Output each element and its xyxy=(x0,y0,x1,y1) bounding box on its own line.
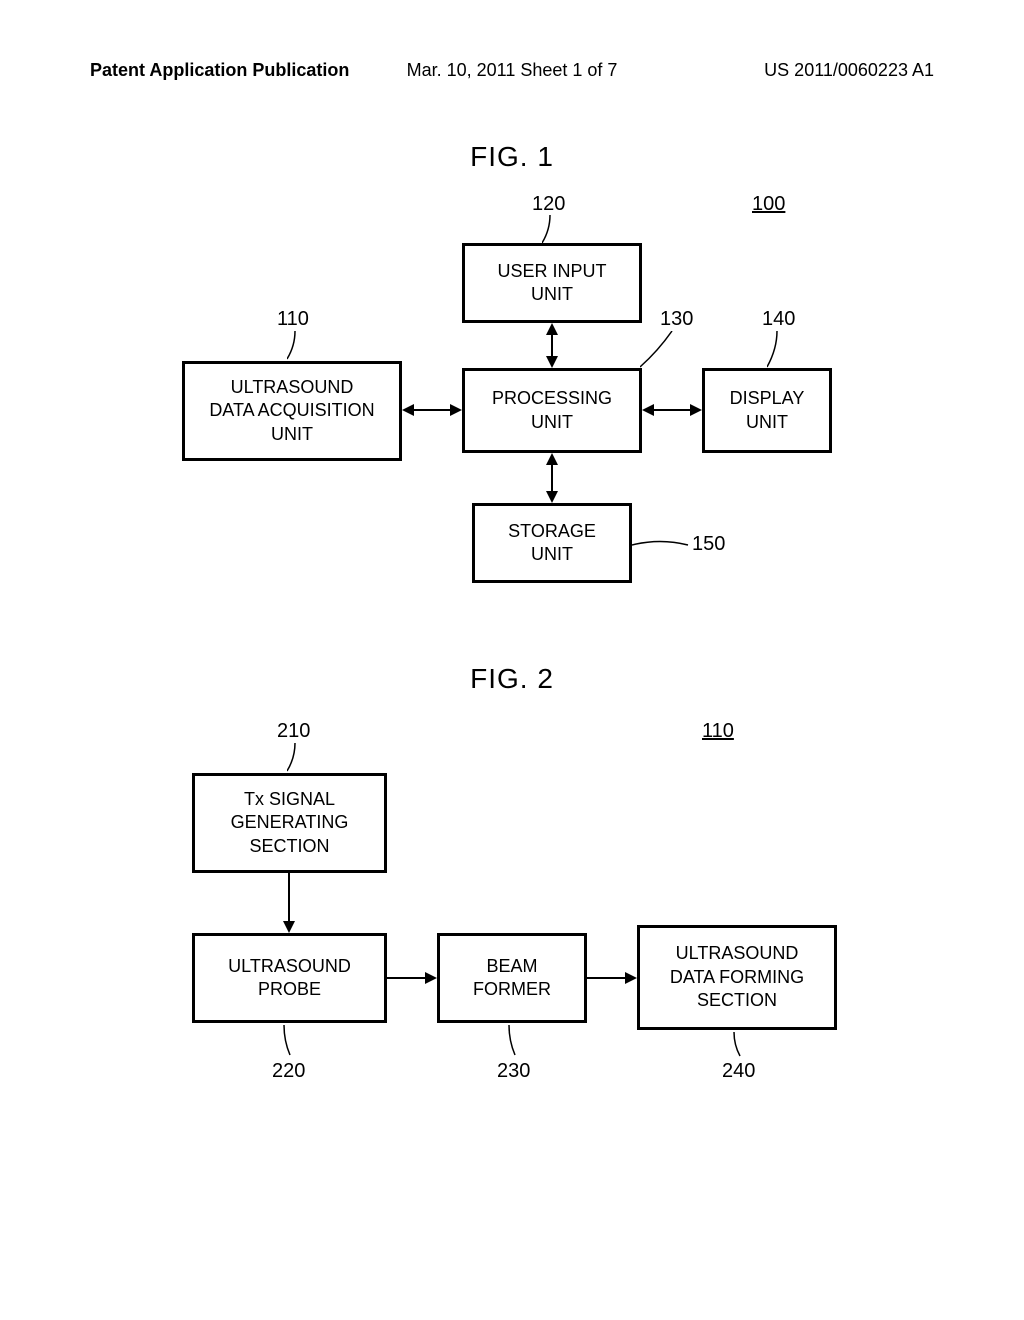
arrowhead-right-beam xyxy=(625,972,637,984)
arrowhead-left-2 xyxy=(642,404,654,416)
ref-130: 130 xyxy=(660,308,693,331)
user-input-unit-box: USER INPUT UNIT xyxy=(462,243,642,323)
ref-120: 120 xyxy=(532,193,565,216)
leader-150 xyxy=(632,538,690,552)
fig2-title: FIG. 2 xyxy=(0,663,1024,695)
fig1-diagram: 100 120 USER INPUT UNIT 110 ULTRASOUND D… xyxy=(162,203,862,623)
leader-210 xyxy=(287,743,307,773)
arrowhead-up-1 xyxy=(546,323,558,335)
ultrasound-acq-box: ULTRASOUND DATA ACQUISITION UNIT xyxy=(182,361,402,461)
fig2-ref-main: 110 xyxy=(702,720,734,743)
arrow-acq-processing xyxy=(414,409,450,411)
leader-140 xyxy=(767,331,787,369)
ref-220: 220 xyxy=(272,1060,305,1083)
ultrasound-acq-label: ULTRASOUND DATA ACQUISITION UNIT xyxy=(209,376,374,446)
fig1-title: FIG. 1 xyxy=(0,141,1024,173)
arrowhead-down-tx xyxy=(283,921,295,933)
arrowhead-up-2 xyxy=(546,453,558,465)
arrowhead-right-2 xyxy=(690,404,702,416)
data-forming-label: ULTRASOUND DATA FORMING SECTION xyxy=(670,942,804,1012)
arrowhead-right-probe xyxy=(425,972,437,984)
arrow-processing-display xyxy=(654,409,690,411)
fig1-ref-main: 100 xyxy=(752,193,785,216)
arrowhead-down-2 xyxy=(546,491,558,503)
storage-unit-label: STORAGE UNIT xyxy=(508,520,596,567)
arrow-probe-beam xyxy=(387,977,425,979)
arrow-processing-storage xyxy=(551,465,553,491)
leader-110 xyxy=(287,331,307,361)
leader-130 xyxy=(640,331,676,371)
header-center: Mar. 10, 2011 Sheet 1 of 7 xyxy=(407,60,618,81)
ref-110: 110 xyxy=(277,308,309,331)
ref-230: 230 xyxy=(497,1060,530,1083)
beam-former-label: BEAM FORMER xyxy=(473,955,551,1002)
leader-240 xyxy=(730,1032,750,1058)
fig2-diagram: 110 210 Tx SIGNAL GENERATING SECTION ULT… xyxy=(162,725,862,1145)
probe-label: ULTRASOUND PROBE xyxy=(228,955,351,1002)
probe-box: ULTRASOUND PROBE xyxy=(192,933,387,1023)
ref-240: 240 xyxy=(722,1060,755,1083)
arrow-tx-probe xyxy=(288,873,290,921)
leader-230 xyxy=(505,1025,525,1057)
arrowhead-left-1 xyxy=(402,404,414,416)
arrowhead-right-1 xyxy=(450,404,462,416)
processing-unit-label: PROCESSING UNIT xyxy=(492,387,612,434)
header-left: Patent Application Publication xyxy=(90,60,349,81)
display-unit-label: DISPLAY UNIT xyxy=(730,387,805,434)
tx-signal-label: Tx SIGNAL GENERATING SECTION xyxy=(231,788,349,858)
processing-unit-box: PROCESSING UNIT xyxy=(462,368,642,453)
ref-140: 140 xyxy=(762,308,795,331)
user-input-unit-label: USER INPUT UNIT xyxy=(497,260,606,307)
arrow-beam-dataforming xyxy=(587,977,625,979)
ref-150: 150 xyxy=(692,533,725,556)
display-unit-box: DISPLAY UNIT xyxy=(702,368,832,453)
beam-former-box: BEAM FORMER xyxy=(437,933,587,1023)
ref-210: 210 xyxy=(277,720,310,743)
header-right: US 2011/0060223 A1 xyxy=(764,60,934,81)
arrowhead-down-1 xyxy=(546,356,558,368)
data-forming-box: ULTRASOUND DATA FORMING SECTION xyxy=(637,925,837,1030)
tx-signal-box: Tx SIGNAL GENERATING SECTION xyxy=(192,773,387,873)
leader-120 xyxy=(542,215,562,245)
arrow-userinput-processing xyxy=(551,335,553,356)
storage-unit-box: STORAGE UNIT xyxy=(472,503,632,583)
leader-220 xyxy=(280,1025,300,1057)
